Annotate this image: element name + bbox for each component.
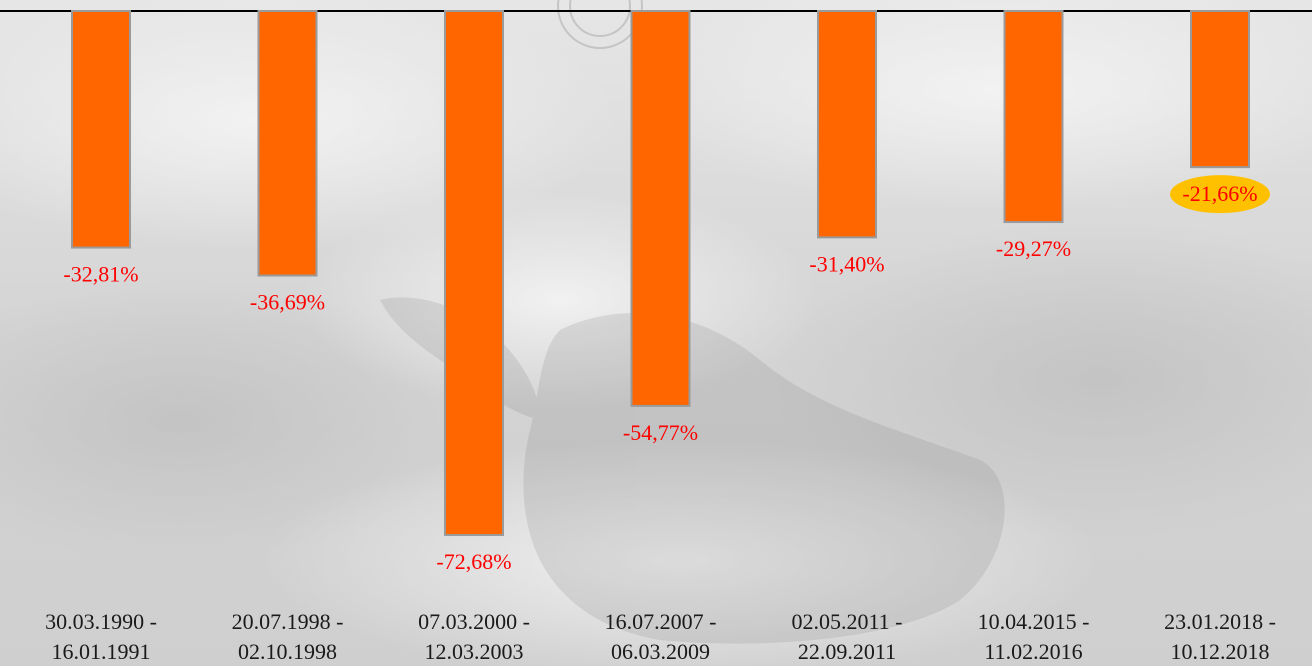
bar (817, 10, 877, 239)
x-tick-label: 16.01.1991 (52, 639, 151, 664)
x-tick-label: 22.09.2011 (798, 639, 896, 664)
data-label: -72,68% (436, 549, 511, 574)
data-label: -29,27% (996, 236, 1071, 261)
data-label: -31,40% (809, 251, 884, 276)
bar (444, 10, 504, 537)
x-tick-label: 07.03.2000 - (418, 609, 530, 634)
data-label: -21,66% (1182, 181, 1257, 206)
bar (1190, 10, 1250, 169)
x-tick-label: 23.01.2018 - (1164, 609, 1276, 634)
bar (1003, 10, 1064, 224)
data-label: -36,69% (250, 290, 325, 315)
x-tick-label: 06.03.2009 (611, 639, 710, 664)
bar (71, 10, 131, 249)
data-label: -54,77% (623, 420, 698, 445)
x-tick-label: 12.03.2003 (425, 639, 524, 664)
data-label: -32,81% (63, 262, 138, 287)
x-tick-label: 02.05.2011 - (791, 609, 902, 634)
x-tick-label: 02.10.1998 (238, 639, 337, 664)
bar (630, 10, 691, 407)
x-tick-label: 10.12.2018 (1171, 639, 1270, 664)
x-tick-label: 16.07.2007 - (605, 609, 717, 634)
x-tick-label: 10.04.2015 - (978, 609, 1090, 634)
x-tick-label: 30.03.1990 - (45, 609, 157, 634)
bar (257, 10, 318, 277)
x-tick-label: 11.02.2016 (984, 639, 1082, 664)
highlight-ellipse (1170, 175, 1270, 214)
x-tick-label: 20.07.1998 - (232, 609, 344, 634)
